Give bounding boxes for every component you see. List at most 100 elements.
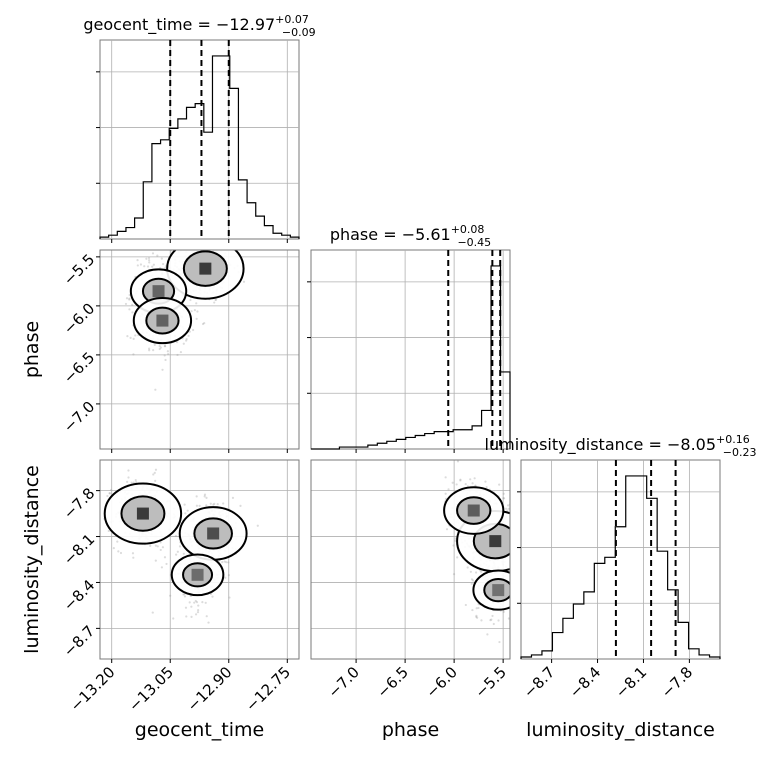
contour-inner xyxy=(193,517,233,550)
sample-point xyxy=(152,349,155,352)
sample-point xyxy=(185,615,188,618)
xtick-label-phase: −7.0 xyxy=(324,663,362,701)
sample-point xyxy=(185,337,188,341)
sample-point xyxy=(445,528,449,531)
sample-point xyxy=(154,388,157,391)
sample-point xyxy=(531,568,533,570)
sample-point xyxy=(516,611,518,613)
sample-point xyxy=(124,302,128,306)
sample-point xyxy=(153,343,156,347)
sample-point xyxy=(506,504,510,507)
sample-point xyxy=(514,597,516,599)
sample-point xyxy=(516,564,518,566)
sample-point xyxy=(507,507,510,510)
sample-point xyxy=(163,556,167,559)
sample-point xyxy=(530,540,532,542)
sample-point xyxy=(163,345,167,348)
sample-point xyxy=(108,492,112,495)
sample-point xyxy=(147,256,151,260)
ytick-label-luminosity_distance: −8.1 xyxy=(60,530,98,568)
sample-point xyxy=(510,542,512,544)
sample-point xyxy=(477,606,480,610)
sample-point xyxy=(475,607,478,610)
sample-point xyxy=(163,345,167,348)
sample-point xyxy=(474,571,478,574)
sample-point xyxy=(452,573,456,576)
sample-point xyxy=(216,502,219,506)
sample-point xyxy=(513,595,515,597)
sample-point xyxy=(523,549,525,551)
sample-point xyxy=(109,488,113,492)
sample-point xyxy=(160,257,163,260)
contour-outer xyxy=(132,297,193,345)
pair-content xyxy=(443,460,533,644)
sample-point xyxy=(203,242,205,244)
hist-frame xyxy=(310,249,511,450)
ylabel-luminosity_distance: luminosity_distance xyxy=(21,465,43,654)
sample-point xyxy=(469,570,472,573)
sample-point xyxy=(129,336,132,339)
sample-point xyxy=(256,524,259,527)
sample-point xyxy=(511,523,513,525)
sample-point xyxy=(513,608,515,610)
sample-point xyxy=(515,589,517,591)
sample-point xyxy=(205,245,207,247)
sample-point xyxy=(480,570,483,573)
sample-point xyxy=(176,353,179,357)
sample-point xyxy=(512,537,514,539)
hist-panel-geocent_time: geocent_time = −12.97+0.07 −0.09 xyxy=(83,13,316,243)
sample-point xyxy=(515,561,517,563)
sample-point xyxy=(165,451,167,453)
sample-point xyxy=(169,594,172,597)
sample-point xyxy=(466,566,469,569)
sample-point xyxy=(485,485,488,489)
sample-point xyxy=(145,257,148,260)
sample-point xyxy=(197,609,200,612)
sample-point xyxy=(166,350,169,353)
sample-point xyxy=(213,502,216,505)
sample-point xyxy=(205,615,208,618)
sample-point xyxy=(125,297,129,300)
sample-point xyxy=(154,559,157,562)
sample-point xyxy=(128,308,131,311)
sample-point xyxy=(134,478,137,482)
sample-point xyxy=(193,309,196,312)
sample-point xyxy=(197,242,199,244)
sample-point xyxy=(151,265,154,268)
sample-point xyxy=(203,241,205,243)
sample-point xyxy=(471,482,474,485)
sample-point xyxy=(223,226,225,228)
sample-point xyxy=(471,579,475,582)
sample-point xyxy=(471,608,474,612)
sample-point xyxy=(512,574,514,576)
sample-point xyxy=(156,245,158,247)
panel-title-phase: phase = −5.61+0.08 −0.45 xyxy=(330,223,491,249)
sample-point xyxy=(182,593,185,596)
sample-point xyxy=(464,482,467,486)
contour-outer xyxy=(443,486,505,535)
xtick-label-luminosity_distance: −8.7 xyxy=(520,663,558,701)
density-peak xyxy=(467,504,480,517)
sample-point xyxy=(128,297,131,300)
sample-point xyxy=(158,345,161,348)
sample-point xyxy=(188,601,191,604)
sample-point xyxy=(492,622,495,626)
sample-point xyxy=(214,298,217,301)
sample-point xyxy=(185,339,188,342)
sample-point xyxy=(130,481,133,484)
sample-point xyxy=(223,245,225,247)
sample-point xyxy=(116,540,119,543)
contour-outer xyxy=(472,569,510,611)
sample-point xyxy=(497,619,500,622)
sample-point xyxy=(489,619,492,622)
sample-point xyxy=(511,551,513,553)
histogram-luminosity_distance xyxy=(520,475,721,659)
sample-point xyxy=(513,520,515,522)
sample-point xyxy=(179,350,183,354)
sample-point xyxy=(178,545,182,548)
density-peak xyxy=(199,262,212,275)
sample-point xyxy=(182,552,185,555)
sample-point xyxy=(470,578,474,581)
